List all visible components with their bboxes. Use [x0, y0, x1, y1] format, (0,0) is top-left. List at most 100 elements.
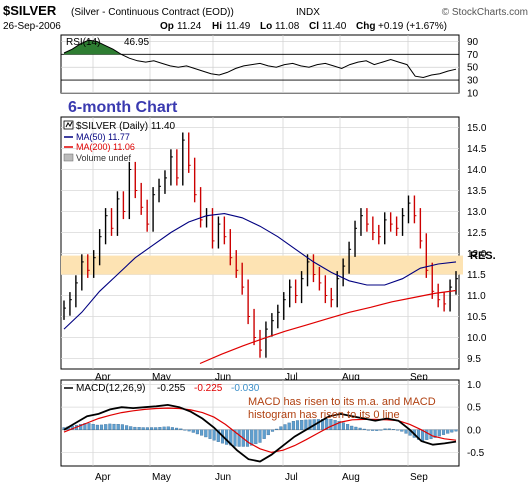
legend-price: $SILVER (Daily) 11.40: [76, 121, 176, 132]
macd-hist-bar-75: [375, 429, 379, 431]
rsi-grid: [61, 35, 459, 93]
macd-hist-bar-68: [346, 424, 350, 430]
macd-hist-bar-13: [116, 424, 120, 430]
macd-hist-bar-66: [337, 421, 341, 430]
price-tick-label-11: 9.5: [467, 354, 481, 365]
macd-value: -0.255: [157, 383, 186, 394]
macd-hist-bar-37: [216, 429, 220, 442]
macd-hist-bar-49: [266, 429, 270, 436]
macd-hist-bar-67: [341, 422, 345, 430]
quote-op-label: Op: [160, 21, 174, 32]
header-description: (Silver - Continuous Contract (EOD)): [71, 7, 234, 18]
macd-hist-bar-81: [400, 429, 404, 432]
price-panel: [60, 116, 460, 370]
macd-signal-value: -0.225: [194, 383, 223, 394]
macd-hist-bar-9: [99, 424, 104, 430]
macd-hist-bar-63: [325, 418, 329, 430]
bottom-x-tick-5: Sep: [410, 472, 428, 483]
macd-hist-bar-57: [300, 420, 304, 430]
macd-hist-bar-51: [275, 428, 279, 430]
watermark: © StockCharts.com: [442, 7, 528, 18]
legend-price-swatch: [63, 120, 74, 130]
macd-hist-bar-78: [387, 428, 391, 430]
ma200-line: [199, 289, 457, 365]
price-tick-label-9: 10.5: [467, 312, 487, 323]
macd-hist-bar-91: [441, 429, 446, 435]
macd-plot: [62, 403, 458, 463]
macd-hist-bar-25: [166, 426, 170, 430]
rsi-value: 46.95: [124, 37, 149, 48]
macd-hist-bar-42: [237, 429, 241, 447]
price-tick-label-10: 10.0: [467, 333, 487, 344]
macd-hist-bar-69: [350, 425, 354, 430]
bottom-x-tick-2: Jun: [215, 472, 231, 483]
macd-hist-bar-8: [95, 424, 99, 430]
header-date: 26-Sep-2006: [3, 21, 61, 32]
macd-annotation-line1: MACD has risen to its m.a. and MACD: [248, 396, 436, 408]
macd-hist-bar-23: [158, 427, 162, 430]
macd-hist-value: -0.030: [231, 383, 260, 394]
macd-hist-bar-50: [270, 429, 275, 432]
price-tick-label-3: 13.5: [467, 186, 487, 197]
rsi-plot: [63, 39, 457, 79]
macd-tick-label-0: 1.0: [467, 380, 481, 391]
macd-hist-bar-71: [358, 427, 362, 430]
quote-lo-label: Lo: [260, 21, 272, 32]
macd-hist-bar-89: [433, 429, 437, 438]
macd-hist-bar-39: [225, 429, 229, 445]
header-symbol: $SILVER: [3, 3, 57, 18]
bottom-x-tick-1: May: [152, 472, 171, 483]
macd-hist-bar-61: [316, 419, 320, 430]
macd-hist-bar-6: [87, 423, 91, 430]
macd-tick-label-3: -0.5: [467, 448, 485, 459]
macd-hist-bar-29: [183, 429, 187, 431]
macd-hist-bar-85: [416, 429, 421, 440]
price-ticks: 15.0 14.5 14.0 13.5 13.0 12.5 12.0 11.5 11.0 10.5…: [467, 123, 487, 365]
macd-hist-bar-92: [446, 429, 450, 434]
price-tick-label-7: 11.5: [467, 270, 486, 281]
macd-hist-bar-76: [379, 429, 383, 431]
price-plot: [63, 132, 458, 365]
quote-cl-label: Cl: [309, 21, 319, 32]
rsi-tick-label-4: 10: [467, 89, 479, 100]
macd-hist-bar-94: [454, 429, 458, 432]
rsi-tick-label-2: 50: [467, 63, 479, 74]
macd-hist-bar-56: [295, 420, 300, 430]
ma50-line: [63, 213, 457, 330]
macd-hist-bar-19: [141, 427, 145, 430]
macd-hist-bar-48: [262, 429, 266, 439]
rsi-panel: [60, 34, 460, 94]
macd-hist-bar-82: [404, 429, 408, 434]
macd-hist-bar-47: [258, 429, 262, 443]
price-tick-label-4: 13.0: [467, 207, 487, 218]
quote-cl: 11.40: [322, 21, 347, 32]
macd-hist-bar-27: [175, 427, 179, 430]
macd-hist-bar-7: [91, 424, 95, 430]
macd-hist-bar-72: [362, 428, 366, 430]
macd-hist-bar-28: [179, 428, 183, 430]
legend-ma50: MA(50) 11.77: [76, 132, 130, 142]
macd-tick-label-2: 0.0: [467, 425, 481, 436]
rsi-tick-label-0: 90: [467, 37, 479, 48]
legend-price-icon: [65, 121, 73, 128]
resistance-band: [61, 255, 463, 275]
rsi-label: RSI(14): [66, 37, 100, 48]
macd-hist-bar-73: [366, 429, 370, 431]
macd-hist-bar-53: [283, 424, 287, 430]
macd-hist-bar-16: [129, 426, 133, 430]
macd-hist-bar-26: [170, 427, 174, 430]
quote-op: 11.24: [177, 21, 202, 32]
macd-hist-bar-74: [371, 429, 375, 431]
rsi-tick-label-3: 30: [467, 76, 479, 87]
price-legend: $SILVER (Daily) 11.40 MA(50) 11.77 MA(20…: [63, 120, 176, 163]
macd-hist-bar-15: [125, 425, 129, 430]
macd-hist-bar-24: [162, 426, 166, 430]
macd-hist-bar-10: [104, 424, 108, 430]
macd-hist-bar-45: [250, 429, 254, 446]
macd-hist-bar-80: [396, 429, 400, 431]
macd-hist-bar-35: [208, 429, 212, 439]
price-tick-label-0: 15.0: [467, 123, 487, 134]
x-axis-labels-bottom: Apr May Jun Jul Aug Sep: [95, 472, 428, 483]
rsi-ticks: 90 70 50 30 10: [467, 37, 479, 100]
